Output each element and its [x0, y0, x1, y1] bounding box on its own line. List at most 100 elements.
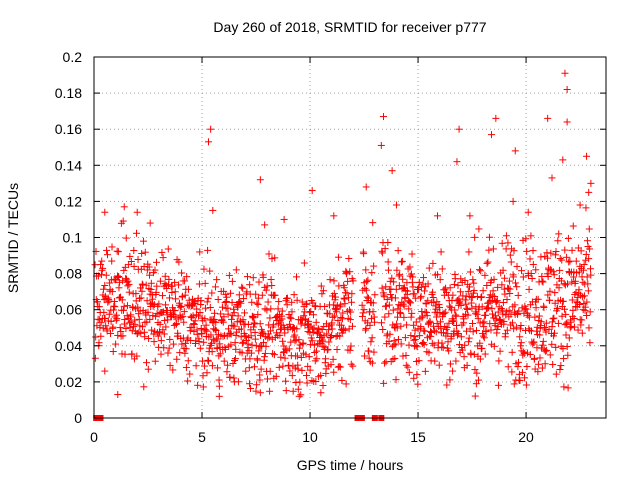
- data-point: [252, 290, 260, 298]
- data-point: [175, 281, 183, 289]
- data-point: [188, 314, 196, 322]
- data-point: [516, 376, 524, 384]
- data-point: [449, 291, 457, 299]
- data-point: [309, 325, 317, 333]
- data-point: [456, 288, 464, 296]
- data-point: [228, 321, 236, 329]
- y-tick-label: 0.02: [55, 374, 82, 390]
- data-point: [420, 274, 428, 282]
- data-point: [476, 355, 484, 363]
- data-point: [582, 256, 590, 264]
- data-point: [531, 313, 539, 321]
- data-point: [165, 275, 173, 283]
- data-point: [211, 309, 219, 317]
- data-point: [510, 247, 518, 255]
- data-point: [507, 258, 515, 266]
- data-point: [505, 277, 513, 285]
- data-point: [152, 258, 160, 266]
- data-point: [159, 254, 167, 262]
- data-point: [366, 321, 374, 329]
- data-point: [195, 280, 203, 288]
- data-point: [251, 335, 259, 343]
- data-point: [487, 326, 495, 334]
- data-point: [114, 274, 122, 282]
- chart-title: Day 260 of 2018, SRMTID for receiver p77…: [213, 19, 486, 35]
- data-point: [583, 298, 591, 306]
- data-point: [473, 369, 481, 377]
- data-point: [425, 349, 433, 357]
- outlier-point: [133, 208, 141, 216]
- data-point: [424, 280, 432, 288]
- data-point: [418, 314, 426, 322]
- data-point: [538, 364, 546, 372]
- outlier-point: [585, 188, 593, 196]
- data-point: [470, 350, 478, 358]
- data-point: [305, 317, 313, 325]
- x-tick-label: 0: [90, 429, 98, 445]
- data-point: [290, 291, 298, 299]
- data-point: [163, 284, 171, 292]
- data-point: [296, 344, 304, 352]
- data-point: [558, 312, 566, 320]
- data-point: [556, 266, 564, 274]
- data-point: [175, 258, 183, 266]
- data-point: [194, 381, 202, 389]
- data-point: [398, 257, 406, 265]
- data-point: [256, 320, 264, 328]
- data-point: [244, 320, 252, 328]
- data-point: [478, 303, 486, 311]
- data-point: [106, 279, 114, 287]
- data-point: [306, 366, 314, 374]
- data-point: [584, 280, 592, 288]
- data-point: [116, 278, 124, 286]
- outlier-point: [492, 114, 500, 122]
- data-point: [517, 339, 525, 347]
- data-point: [538, 277, 546, 285]
- data-point: [178, 269, 186, 277]
- data-point: [565, 334, 573, 342]
- data-point: [267, 276, 275, 284]
- data-point: [517, 342, 525, 350]
- data-point: [193, 330, 201, 338]
- data-point: [365, 347, 373, 355]
- data-point: [377, 319, 385, 327]
- data-point: [176, 349, 184, 357]
- data-point: [263, 306, 271, 314]
- data-point: [429, 288, 437, 296]
- data-point: [585, 255, 593, 263]
- outlier-point: [204, 138, 212, 146]
- data-point: [224, 361, 232, 369]
- data-point: [347, 308, 355, 316]
- data-point: [100, 285, 108, 293]
- data-point: [262, 342, 270, 350]
- data-point: [317, 371, 325, 379]
- data-point: [138, 287, 146, 295]
- data-point: [131, 320, 139, 328]
- data-point: [193, 305, 201, 313]
- data-point: [554, 304, 562, 312]
- data-point: [572, 257, 580, 265]
- data-point: [555, 284, 563, 292]
- data-point: [346, 346, 354, 354]
- data-point: [514, 363, 522, 371]
- data-point: [452, 311, 460, 319]
- data-point: [186, 327, 194, 335]
- data-point: [200, 338, 208, 346]
- data-point: [583, 237, 591, 245]
- x-tick-label: 20: [518, 429, 534, 445]
- data-point: [127, 318, 135, 326]
- data-point: [389, 306, 397, 314]
- data-point: [362, 286, 370, 294]
- data-point: [433, 313, 441, 321]
- data-point: [347, 342, 355, 350]
- outlier-point: [563, 118, 571, 126]
- y-tick-label: 0.16: [55, 121, 82, 137]
- data-point: [171, 307, 179, 315]
- data-point: [381, 245, 389, 253]
- x-axis-title: GPS time / hours: [297, 457, 404, 473]
- data-point: [541, 347, 549, 355]
- data-point: [503, 296, 511, 304]
- data-point: [274, 305, 282, 313]
- data-point: [390, 278, 398, 286]
- data-point: [540, 304, 548, 312]
